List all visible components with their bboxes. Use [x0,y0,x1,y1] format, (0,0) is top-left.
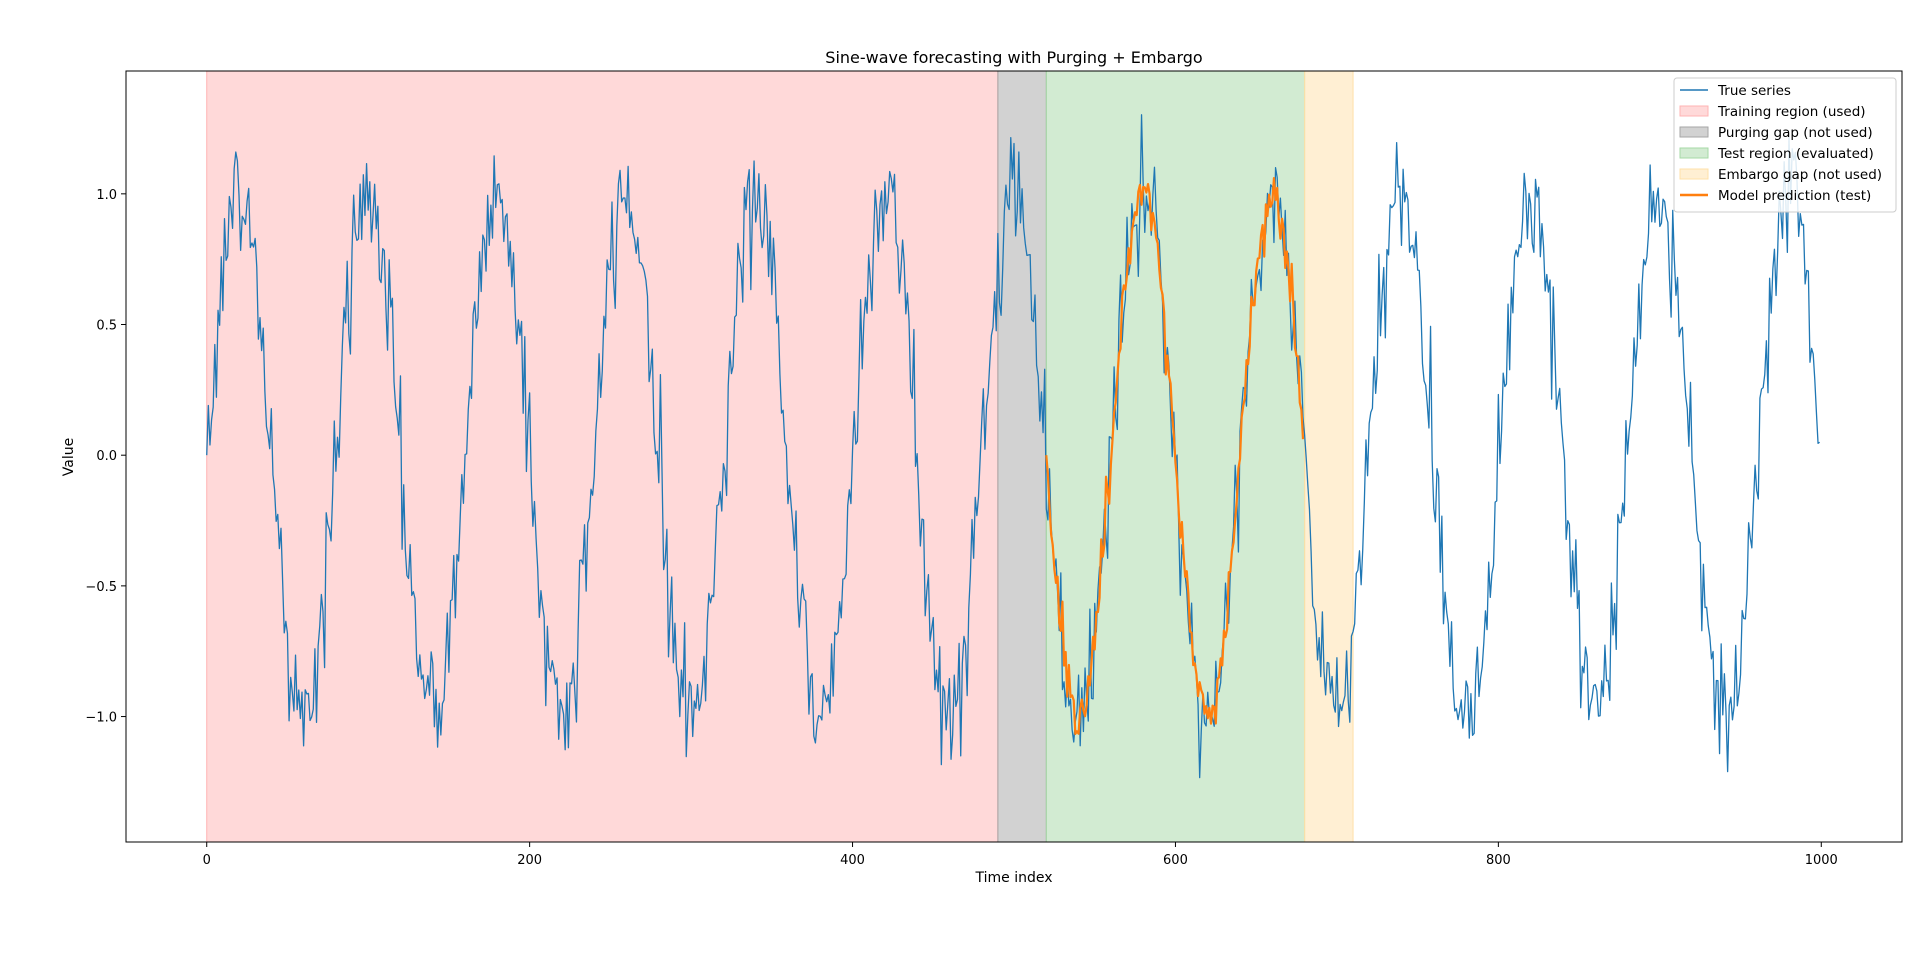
y-tick-label: 0.0 [96,449,117,464]
y-axis-label: Value [61,438,77,476]
series-layer [206,114,1821,779]
chart-title: Sine-wave forecasting with Purging + Emb… [825,48,1202,67]
plot-frame [125,70,1903,843]
x-axis-ticks: 0 200 400 600 800 1000 [203,842,1838,868]
series-line-0 [206,114,1821,779]
x-tick-label: 1000 [1805,853,1838,868]
regions-layer [206,70,1354,843]
legend-swatch [1679,105,1709,117]
legend-swatch [1679,147,1709,159]
region-0 [206,70,999,843]
legend-label: Model prediction (test) [1718,188,1871,204]
legend-label: Training region (used) [1717,104,1866,120]
legend-label: Embargo gap (not used) [1718,167,1882,183]
region-1 [997,70,1047,843]
region-3 [1304,70,1354,843]
x-tick-label: 600 [1163,853,1188,868]
y-axis-ticks: −1.0 −0.5 0.0 0.5 1.0 [85,188,126,726]
y-tick-label: −0.5 [85,580,117,595]
legend-label: Purging gap (not used) [1718,125,1873,141]
x-tick-label: 400 [840,853,865,868]
x-tick-label: 800 [1486,853,1511,868]
y-tick-label: 1.0 [96,188,117,203]
legend-label: Test region (evaluated) [1717,146,1874,162]
legend-swatch [1679,168,1709,180]
legend-swatch [1679,126,1709,138]
legend-label: True series [1717,83,1791,99]
x-tick-label: 200 [517,853,542,868]
legend-box [1673,77,1897,213]
x-tick-label: 0 [203,853,211,868]
series-line-1 [1045,176,1305,736]
y-tick-label: −1.0 [85,711,117,726]
y-tick-label: 0.5 [96,319,117,334]
x-axis-label: Time index [974,870,1052,886]
legend: True series Training region (used) Purging… [1673,77,1897,213]
